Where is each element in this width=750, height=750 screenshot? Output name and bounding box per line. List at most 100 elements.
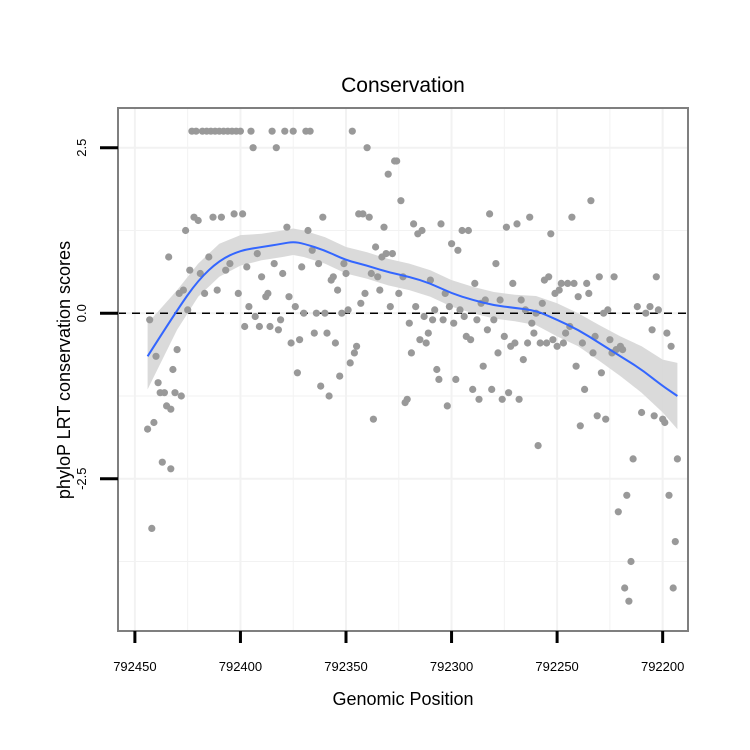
data-point <box>454 246 462 254</box>
data-point <box>359 210 367 218</box>
data-point <box>410 220 418 228</box>
smooth-trend-line <box>146 241 678 397</box>
data-point <box>456 306 464 314</box>
data-point <box>300 309 308 317</box>
data-point <box>633 303 641 311</box>
data-point <box>595 273 603 281</box>
data-point <box>217 213 225 221</box>
data-point <box>439 316 447 324</box>
data-point <box>526 213 534 221</box>
data-point <box>298 263 306 271</box>
data-point <box>412 303 420 311</box>
data-point <box>667 342 675 350</box>
data-point <box>464 226 472 235</box>
data-point <box>258 273 266 281</box>
data-point <box>323 329 331 337</box>
data-point <box>317 382 325 390</box>
data-point <box>266 322 274 331</box>
data-point <box>253 250 261 258</box>
data-point <box>167 405 175 413</box>
data-point <box>179 286 187 294</box>
data-point <box>226 260 234 268</box>
x-axis: 792450 792400 792350 792300 792250 792200 <box>113 631 684 674</box>
data-point <box>517 296 525 304</box>
confidence-band <box>147 228 678 430</box>
data-point <box>331 339 339 347</box>
data-point <box>192 127 200 135</box>
data-point <box>572 362 580 370</box>
data-point <box>338 309 346 317</box>
data-point <box>671 538 679 546</box>
data-point <box>576 422 584 430</box>
data-point <box>498 395 506 403</box>
data-point <box>559 339 568 347</box>
data-point <box>661 418 669 427</box>
data-point <box>621 584 629 592</box>
data-point <box>167 465 175 473</box>
data-point <box>319 213 327 221</box>
data-point <box>614 508 622 516</box>
data-point <box>165 253 173 261</box>
data-point <box>568 213 576 221</box>
data-point <box>236 127 244 135</box>
data-point <box>350 349 358 357</box>
data-point <box>534 442 542 450</box>
data-point <box>277 316 285 324</box>
data-point <box>619 346 627 354</box>
data-point <box>376 286 384 294</box>
data-point <box>625 597 633 605</box>
data-point <box>304 226 312 235</box>
data-point <box>445 303 453 311</box>
data-point <box>513 220 521 228</box>
data-point <box>528 319 536 327</box>
data-point <box>393 157 401 165</box>
data-point <box>574 293 582 301</box>
data-point <box>629 455 637 463</box>
data-point <box>380 223 388 231</box>
data-point <box>173 346 181 354</box>
data-point <box>342 269 350 278</box>
panel-border <box>117 107 689 632</box>
data-point <box>638 408 646 417</box>
data-points <box>144 127 682 605</box>
data-point <box>597 369 606 377</box>
x-axis-title: Genomic Position <box>332 689 473 709</box>
data-point <box>515 395 523 403</box>
data-point <box>623 491 631 499</box>
x-tick-label: 792400 <box>219 659 262 674</box>
data-point <box>268 127 276 135</box>
data-point <box>488 385 496 393</box>
data-point <box>437 220 445 228</box>
data-point <box>384 170 392 178</box>
data-point <box>274 326 282 334</box>
data-point <box>604 306 612 314</box>
data-point <box>234 289 242 297</box>
y-tick-label: -2.5 <box>74 468 89 490</box>
data-point <box>272 144 280 152</box>
data-point <box>160 389 168 397</box>
data-point <box>213 286 221 294</box>
data-point <box>585 289 593 297</box>
data-point <box>171 389 179 397</box>
data-point <box>583 279 591 287</box>
data-point <box>650 412 658 420</box>
data-point <box>524 339 532 347</box>
data-point <box>296 336 304 344</box>
data-point <box>346 359 354 367</box>
y-tick-label: 2.5 <box>74 139 89 157</box>
x-tick-label: 792250 <box>535 659 578 674</box>
data-point <box>361 289 369 297</box>
data-point <box>397 197 405 205</box>
data-point <box>169 365 177 374</box>
data-point <box>386 303 394 311</box>
data-point <box>511 339 519 347</box>
data-point <box>435 375 443 383</box>
data-point <box>486 210 494 218</box>
data-point <box>146 316 154 324</box>
data-point <box>549 336 557 344</box>
data-point <box>196 269 204 278</box>
data-point <box>255 322 263 331</box>
data-point <box>372 243 380 251</box>
data-point <box>536 339 544 347</box>
data-point <box>270 260 278 268</box>
